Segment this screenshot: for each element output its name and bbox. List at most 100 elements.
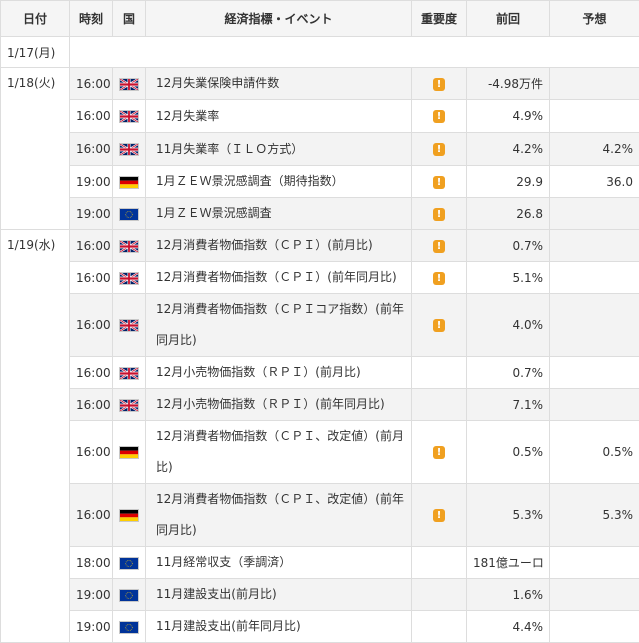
previous-value-cell: 29.9	[467, 166, 550, 198]
forecast-value-cell: 5.3%	[550, 484, 639, 547]
event-name-cell: 12月小売物価指数（ＲＰＩ）(前月比)	[146, 357, 412, 389]
importance-badge-icon: !	[433, 446, 445, 459]
eu-flag-icon	[119, 621, 139, 634]
eu-flag-icon	[119, 557, 139, 570]
uk-flag-icon	[119, 143, 139, 156]
importance-badge-icon: !	[433, 110, 445, 123]
previous-value-cell: 4.4%	[467, 611, 550, 643]
table-row: 16:00 12月消費者物価指数（ＣＰＩコア指数）(前年同月比)!4.0%	[1, 294, 639, 357]
country-cell	[113, 230, 146, 262]
date-cell: 1/19(水)	[1, 230, 70, 643]
previous-value-cell: 26.8	[467, 198, 550, 230]
event-name-cell: 12月消費者物価指数（ＣＰＩ、改定値）(前年同月比)	[146, 484, 412, 547]
importance-badge-icon: !	[433, 176, 445, 189]
country-cell	[113, 100, 146, 133]
forecast-value-cell	[550, 198, 639, 230]
table-row: 16:00 12月小売物価指数（ＲＰＩ）(前年同月比) 7.1%	[1, 389, 639, 421]
importance-badge-icon: !	[433, 208, 445, 221]
importance-cell: !	[412, 294, 467, 357]
eu-flag-icon	[119, 589, 139, 602]
eu-flag-icon	[119, 208, 139, 221]
time-cell: 19:00	[70, 579, 113, 611]
event-name-cell: 12月消費者物価指数（ＣＰＩコア指数）(前年同月比)	[146, 294, 412, 357]
uk-flag-icon	[119, 240, 139, 253]
country-cell	[113, 611, 146, 643]
previous-value-cell: 5.3%	[467, 484, 550, 547]
uk-flag-icon	[119, 78, 139, 91]
importance-badge-icon: !	[433, 272, 445, 285]
time-cell: 18:00	[70, 547, 113, 579]
previous-value-cell: -4.98万件	[467, 68, 550, 100]
uk-flag-icon	[119, 272, 139, 285]
previous-value-cell: 4.0%	[467, 294, 550, 357]
previous-value-cell: 7.1%	[467, 389, 550, 421]
country-cell	[113, 547, 146, 579]
importance-cell: !	[412, 421, 467, 484]
country-cell	[113, 68, 146, 100]
event-name-cell: 12月失業率	[146, 100, 412, 133]
table-row: 18:00 11月経常収支（季調済） 181億ユーロ	[1, 547, 639, 579]
event-name-cell: 1月ＺＥＷ景況感調査（期待指数）	[146, 166, 412, 198]
table-row: 19:00 1月ＺＥＷ景況感調査! 26.8	[1, 198, 639, 230]
previous-value-cell: 4.2%	[467, 133, 550, 166]
country-cell	[113, 421, 146, 484]
time-cell: 16:00	[70, 100, 113, 133]
time-cell: 16:00	[70, 230, 113, 262]
table-row: 19:00 11月建設支出(前月比) 1.6%	[1, 579, 639, 611]
uk-flag-icon	[119, 319, 139, 332]
previous-value-cell: 181億ユーロ	[467, 547, 550, 579]
time-cell: 19:00	[70, 198, 113, 230]
country-cell	[113, 294, 146, 357]
event-name-cell: 12月消費者物価指数（ＣＰＩ、改定値）(前月比)	[146, 421, 412, 484]
event-name-cell: 1月ＺＥＷ景況感調査	[146, 198, 412, 230]
previous-value-cell: 5.1%	[467, 262, 550, 294]
event-name-cell: 11月建設支出(前月比)	[146, 579, 412, 611]
time-cell: 16:00	[70, 294, 113, 357]
event-name-cell: 11月経常収支（季調済）	[146, 547, 412, 579]
event-name-cell: 12月小売物価指数（ＲＰＩ）(前年同月比)	[146, 389, 412, 421]
importance-cell	[412, 547, 467, 579]
date-cell: 1/17(月)	[1, 37, 70, 68]
previous-value-cell: 0.7%	[467, 230, 550, 262]
germany-flag-icon	[119, 176, 139, 189]
importance-cell: !	[412, 262, 467, 294]
importance-cell: !	[412, 484, 467, 547]
country-cell	[113, 133, 146, 166]
time-cell: 16:00	[70, 389, 113, 421]
forecast-value-cell	[550, 357, 639, 389]
time-cell: 16:00	[70, 68, 113, 100]
forecast-value-cell	[550, 262, 639, 294]
importance-cell	[412, 611, 467, 643]
time-cell: 19:00	[70, 166, 113, 198]
time-cell: 16:00	[70, 262, 113, 294]
header-previous: 前回	[467, 1, 550, 37]
event-name-cell: 11月失業率（ＩＬＯ方式）	[146, 133, 412, 166]
country-cell	[113, 198, 146, 230]
importance-cell	[412, 389, 467, 421]
importance-badge-icon: !	[433, 143, 445, 156]
forecast-value-cell	[550, 579, 639, 611]
importance-cell	[412, 357, 467, 389]
event-name-cell: 11月建設支出(前年同月比)	[146, 611, 412, 643]
importance-cell: !	[412, 68, 467, 100]
time-cell: 16:00	[70, 133, 113, 166]
previous-value-cell: 1.6%	[467, 579, 550, 611]
header-country: 国	[113, 1, 146, 37]
time-cell: 16:00	[70, 484, 113, 547]
importance-cell: !	[412, 198, 467, 230]
importance-cell: !	[412, 100, 467, 133]
country-cell	[113, 484, 146, 547]
header-date: 日付	[1, 1, 70, 37]
header-importance: 重要度	[412, 1, 467, 37]
event-name-cell: 12月消費者物価指数（ＣＰＩ）(前月比)	[146, 230, 412, 262]
forecast-value-cell: 0.5%	[550, 421, 639, 484]
forecast-value-cell	[550, 100, 639, 133]
